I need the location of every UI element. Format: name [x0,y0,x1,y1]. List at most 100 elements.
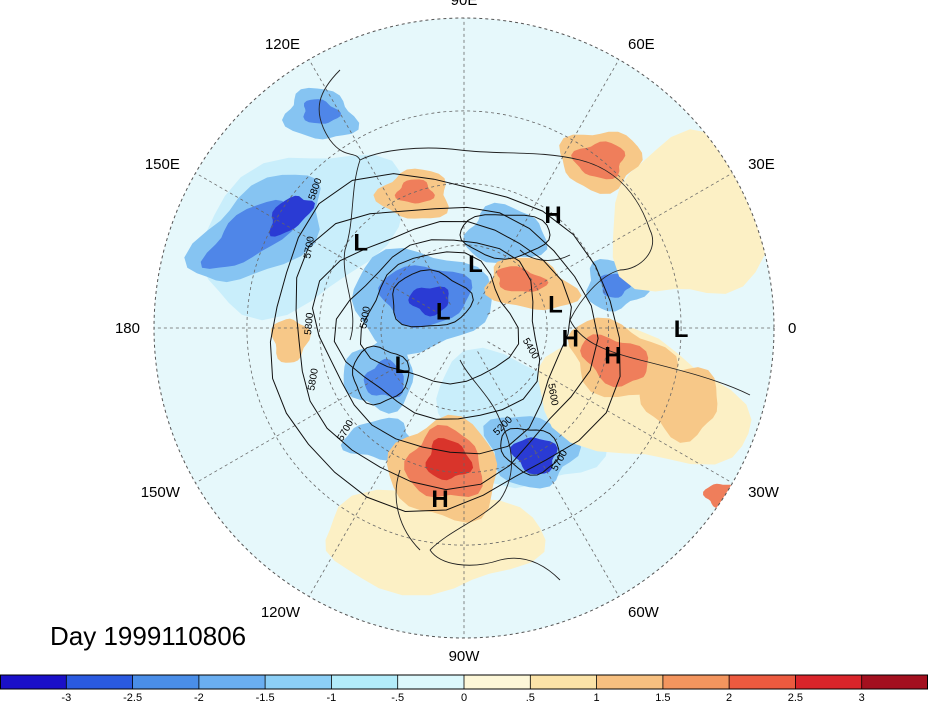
anomaly-region [325,489,546,596]
colorbar-tick-label: -.5 [391,692,404,702]
colorbar-tick-label: 0 [461,692,467,702]
colorbar-swatch [795,675,863,689]
coastline [569,319,751,396]
meridian-line [487,172,733,315]
height-contour [333,239,541,420]
anomaly-region [269,195,315,237]
latitude-circle [318,182,610,474]
longitude-label: 150E [145,156,180,173]
anomaly-region [408,286,449,317]
latitude-circle [246,110,682,546]
day-title: Day 1999110806 [50,621,246,651]
colorbar: -3 -2.5 -2 -1.5 -1 -.5 0 .5 1 1.5 2 2.5 3 [0,674,928,702]
coastline [429,359,512,551]
colorbar-tick-label: 3 [859,692,865,702]
colorbar-swatch [0,675,67,689]
graticule [154,18,774,638]
longitude-label: 90W [449,648,481,665]
map-disc-border [153,17,775,639]
anomaly-shading [184,87,774,596]
colorbar-swatch [861,675,928,689]
colorbar-swatch [530,675,598,689]
low-pressure-center: L [436,299,451,326]
low-pressure-center: L [674,316,689,343]
contour-label: 5800 [306,367,321,391]
colorbar-tick-label: 2.5 [788,692,803,702]
longitude-label: 120W [261,604,301,621]
colorbar-swatch [331,675,399,689]
height-contour [311,220,572,455]
height-contour [295,206,599,491]
contour-label: 5600 [545,383,560,407]
height-contour [269,173,621,513]
low-pressure-center: L [468,251,483,278]
colorbar-swatch [662,675,730,689]
longitude-label: 60W [628,604,660,621]
colorbar-swatch [132,675,200,689]
anomaly-region [303,99,341,124]
colorbar-swatch [66,675,134,689]
meridian-line [308,59,451,305]
colorbar-tick-label: .5 [526,692,535,702]
meridian-line [195,341,441,484]
contour-label: 5700 [302,235,317,259]
colorbar-tick-label: 1.5 [655,692,670,702]
height-contour [500,427,561,476]
high-pressure-center: H [431,486,448,513]
contour-label: 5300 [358,305,373,329]
meridian-line [308,351,451,597]
coastline [395,469,421,551]
anomaly-region [639,366,718,443]
coastline [343,159,361,341]
high-pressure-center: H [604,342,621,369]
colorbar-swatch [265,675,332,689]
high-pressure-center: H [544,202,561,229]
colorbar-tick-label: -3 [61,692,71,702]
colorbar-tick-label: -1.5 [256,692,275,702]
anomaly-region [425,438,474,481]
longitude-label: 0 [788,320,796,337]
height-contour [359,251,520,385]
height-contour [392,269,474,328]
anomaly-region [271,318,311,363]
height-contour [459,214,551,260]
longitude-label: 30W [748,484,780,501]
colorbar-tick-label: 1 [594,692,600,702]
low-pressure-center: L [548,292,563,319]
anomaly-region [510,437,558,475]
anomaly-region [394,179,435,204]
anomaly-region [571,141,626,180]
longitude-label: 150W [141,484,181,501]
longitude-label: 180 [115,320,140,337]
coastline [429,549,561,581]
longitude-labels: 90E 60E 30E 0 30W 60W 90W 120W 150W 180 150E 120E [115,0,796,665]
high-pressure-center: H [562,325,579,352]
coastline [359,147,651,231]
colorbar-swatch [198,675,266,689]
meridian-line [477,351,620,597]
meridian-line [487,341,733,484]
low-pressure-center: L [395,352,410,379]
colorbar-swatch [596,675,664,689]
longitude-label: 60E [628,36,655,53]
height-contour [352,345,410,406]
colorbar-tick-label: -1 [327,692,337,702]
colorbar-swatch [397,675,465,689]
longitude-label: 90E [451,0,478,9]
longitude-label: 30E [748,156,775,173]
longitude-label: 120E [265,36,300,53]
low-pressure-center: L [353,229,368,256]
coastlines [318,69,751,581]
anomaly-region [580,334,649,388]
colorbar-swatch [729,675,796,689]
contour-label: 5800 [303,312,316,336]
coastline [569,229,654,321]
meridian-line [195,172,441,315]
colorbar-swatch [464,675,531,689]
colorbar-tick-label: -2 [194,692,204,702]
meridian-line [477,59,620,305]
